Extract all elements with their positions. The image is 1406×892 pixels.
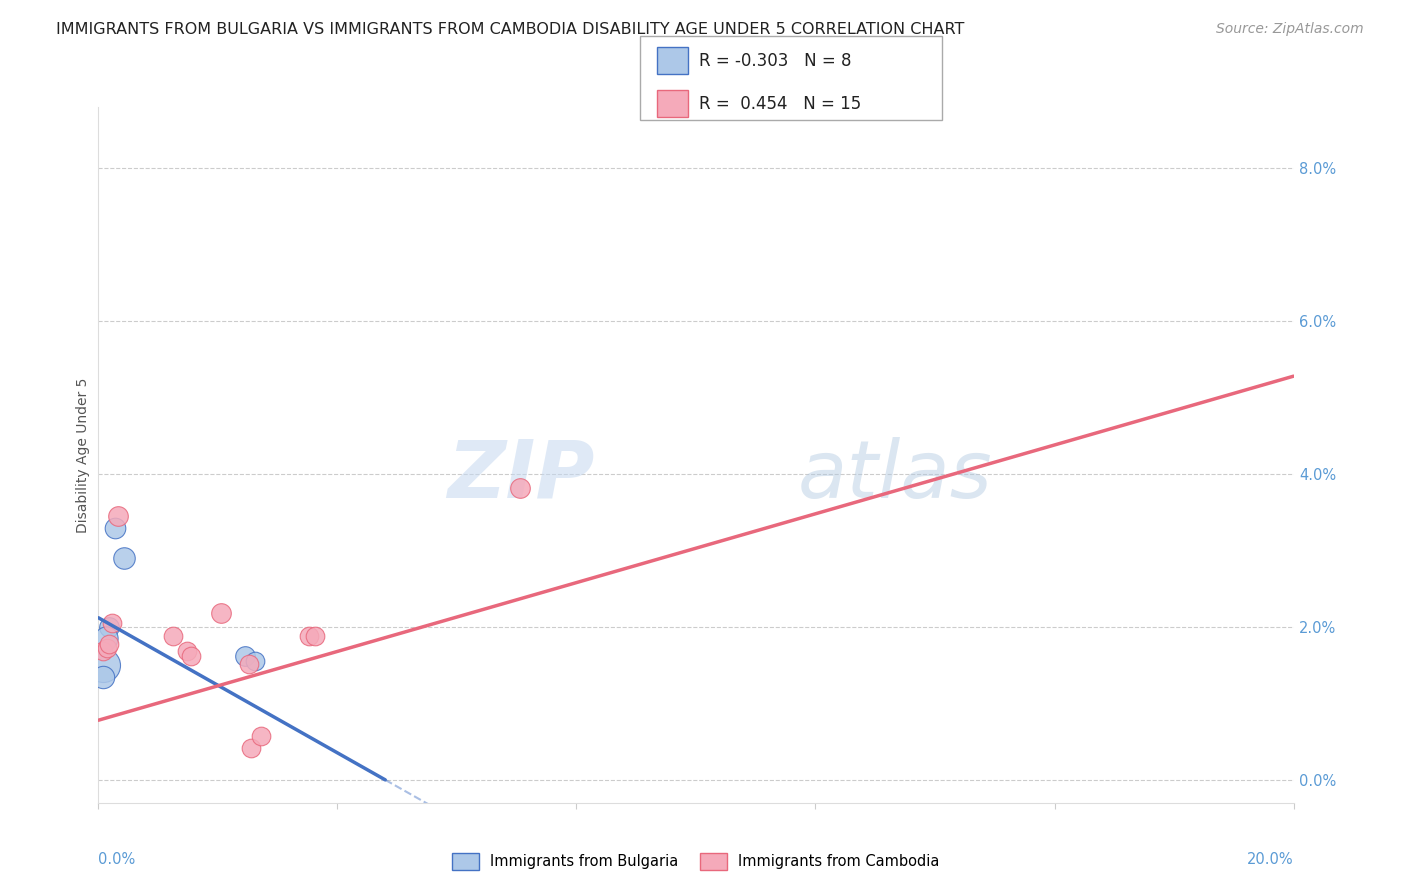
Point: [94, 632, 117, 646]
Y-axis label: Disability Age Under 5: Disability Age Under 5: [76, 377, 90, 533]
Text: 0.0%: 0.0%: [98, 852, 135, 866]
Text: atlas: atlas: [797, 437, 993, 515]
Text: 20.0%: 20.0%: [1247, 852, 1294, 866]
Point: [209, 606, 232, 620]
Point: [107, 509, 129, 524]
Point: [180, 648, 202, 663]
Point: [240, 740, 263, 755]
Point: [112, 551, 135, 566]
Point: [96, 641, 118, 656]
Text: R =  0.454   N = 15: R = 0.454 N = 15: [699, 95, 860, 112]
Text: ZIP: ZIP: [447, 437, 595, 515]
Point: [176, 644, 198, 658]
Point: [298, 629, 321, 643]
Point: [238, 657, 260, 671]
Point: [233, 648, 256, 663]
Point: [91, 670, 114, 684]
Text: R = -0.303   N = 8: R = -0.303 N = 8: [699, 52, 851, 70]
Text: Source: ZipAtlas.com: Source: ZipAtlas.com: [1216, 22, 1364, 37]
Legend: Immigrants from Bulgaria, Immigrants from Cambodia: Immigrants from Bulgaria, Immigrants fro…: [447, 847, 945, 876]
Point: [162, 629, 184, 643]
Point: [91, 644, 114, 658]
Text: IMMIGRANTS FROM BULGARIA VS IMMIGRANTS FROM CAMBODIA DISABILITY AGE UNDER 5 CORR: IMMIGRANTS FROM BULGARIA VS IMMIGRANTS F…: [56, 22, 965, 37]
Point: [91, 658, 114, 673]
Point: [98, 637, 121, 651]
Point: [509, 481, 531, 495]
Point: [100, 616, 122, 631]
Point: [304, 629, 326, 643]
Point: [243, 654, 266, 668]
Point: [98, 620, 121, 634]
Point: [104, 520, 127, 534]
Point: [250, 729, 273, 743]
